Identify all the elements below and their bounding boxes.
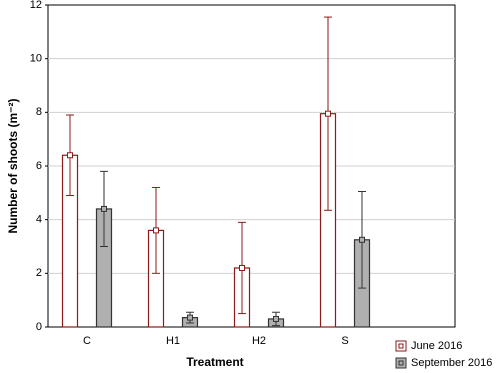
y-tick-label: 2 <box>36 267 42 279</box>
legend-marker <box>398 343 404 349</box>
error-bar <box>100 170 108 247</box>
y-tick-label: 10 <box>30 53 42 65</box>
error-bar <box>324 16 332 211</box>
x-tick-label: H2 <box>252 335 266 347</box>
y-tick-label: 4 <box>36 214 42 226</box>
y-tick-label: 8 <box>36 106 42 118</box>
error-bar <box>186 311 194 324</box>
legend-label: June 2016 <box>411 340 462 352</box>
x-tick-label: S <box>341 335 348 347</box>
x-tick-label: H1 <box>166 335 180 347</box>
error-bar <box>272 311 280 327</box>
x-axis-label: Treatment <box>186 355 243 369</box>
error-bar <box>238 221 246 315</box>
y-tick-label: 12 <box>30 0 42 11</box>
error-bar <box>358 190 366 289</box>
error-bar <box>66 114 74 197</box>
y-axis-label: Number of shoots (m⁻²) <box>6 99 20 234</box>
legend-label: September 2016 <box>411 357 492 369</box>
error-bar <box>152 186 160 274</box>
y-tick-label: 6 <box>36 160 42 172</box>
legend-marker <box>398 360 404 366</box>
y-tick-label: 0 <box>36 321 42 333</box>
x-tick-label: C <box>83 335 91 347</box>
